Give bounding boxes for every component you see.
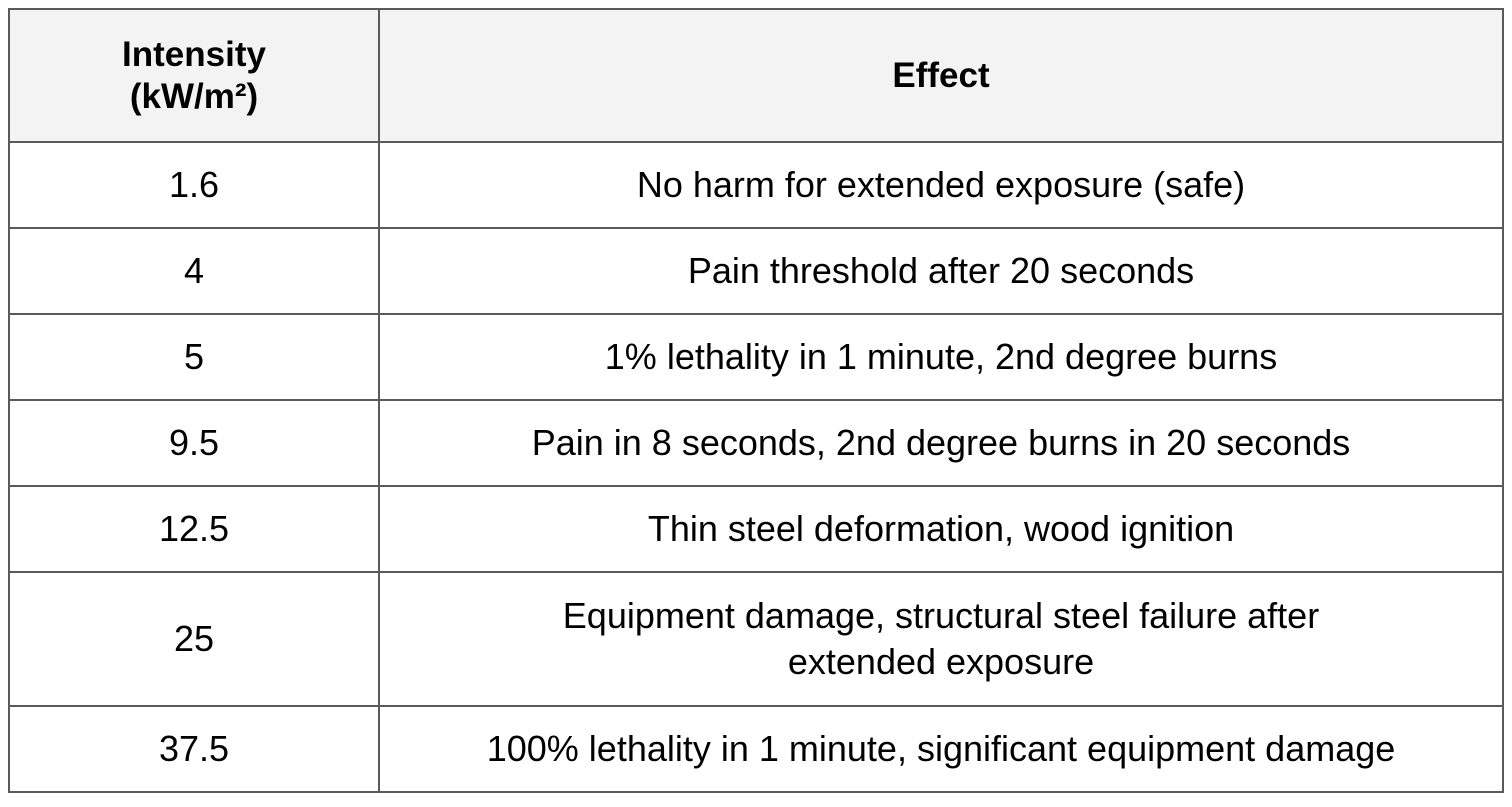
effect-text: 1% lethality in 1 minute, 2nd degree bur… (604, 336, 1278, 377)
header-text: Effect (892, 55, 990, 95)
intensity-value: 25 (173, 618, 215, 659)
table-cell: 12.5 (8, 485, 380, 573)
effect-text: Pain in 8 seconds, 2nd degree burns in 2… (531, 422, 1351, 463)
table-cell: No harm for extended exposure (safe) (378, 141, 1504, 229)
intensity-value: 37.5 (158, 728, 230, 769)
intensity-value: 4 (183, 250, 205, 291)
header-text: Intensity (kW/m²) (122, 34, 266, 116)
table-cell: Pain threshold after 20 seconds (378, 227, 1504, 315)
table-cell: 5 (8, 313, 380, 401)
header-row: Intensity (kW/m²) Effect (8, 8, 1504, 143)
table-cell: 100% lethality in 1 minute, significant … (378, 705, 1504, 793)
table-row: 5 1% lethality in 1 minute, 2nd degree bu… (8, 313, 1504, 401)
effect-text: 100% lethality in 1 minute, significant … (486, 728, 1396, 769)
effect-text: Pain threshold after 20 seconds (687, 250, 1195, 291)
table-cell: 9.5 (8, 399, 380, 487)
header-cell: Effect (378, 8, 1504, 143)
table-cell: 1% lethality in 1 minute, 2nd degree bur… (378, 313, 1504, 401)
table-row: 37.5 100% lethality in 1 minute, signific… (8, 705, 1504, 793)
table-cell: 37.5 (8, 705, 380, 793)
intensity-value: 5 (183, 336, 205, 377)
table-cell: Pain in 8 seconds, 2nd degree burns in 2… (378, 399, 1504, 487)
table-row: 1.6 No harm for extended exposure (safe) (8, 141, 1504, 229)
table-row: 4 Pain threshold after 20 seconds (8, 227, 1504, 315)
intensity-value: 1.6 (168, 164, 220, 205)
table-cell: 1.6 (8, 141, 380, 229)
effects-table: Intensity (kW/m²) Effect 1.6 No harm for … (8, 8, 1504, 793)
table-row: 25 Equipment damage, structural steel fai… (8, 571, 1504, 707)
table-row: 9.5 Pain in 8 seconds, 2nd degree burns i… (8, 399, 1504, 487)
intensity-value: 9.5 (168, 422, 220, 463)
effect-text: Thin steel deformation, wood ignition (647, 508, 1235, 549)
table-body: 1.6 No harm for extended exposure (safe) 4… (8, 141, 1504, 793)
table-cell: Thin steel deformation, wood ignition (378, 485, 1504, 573)
intensity-value: 12.5 (158, 508, 230, 549)
header-cell: Intensity (kW/m²) (8, 8, 380, 143)
table-cell: 4 (8, 227, 380, 315)
effect-text: No harm for extended exposure (safe) (636, 164, 1246, 205)
table-cell: 25 (8, 571, 380, 707)
table-row: 12.5 Thin steel deformation, wood ignitio… (8, 485, 1504, 573)
table-cell: Equipment damage, structural steel failu… (378, 571, 1504, 707)
effect-text: Equipment damage, structural steel failu… (562, 595, 1320, 682)
